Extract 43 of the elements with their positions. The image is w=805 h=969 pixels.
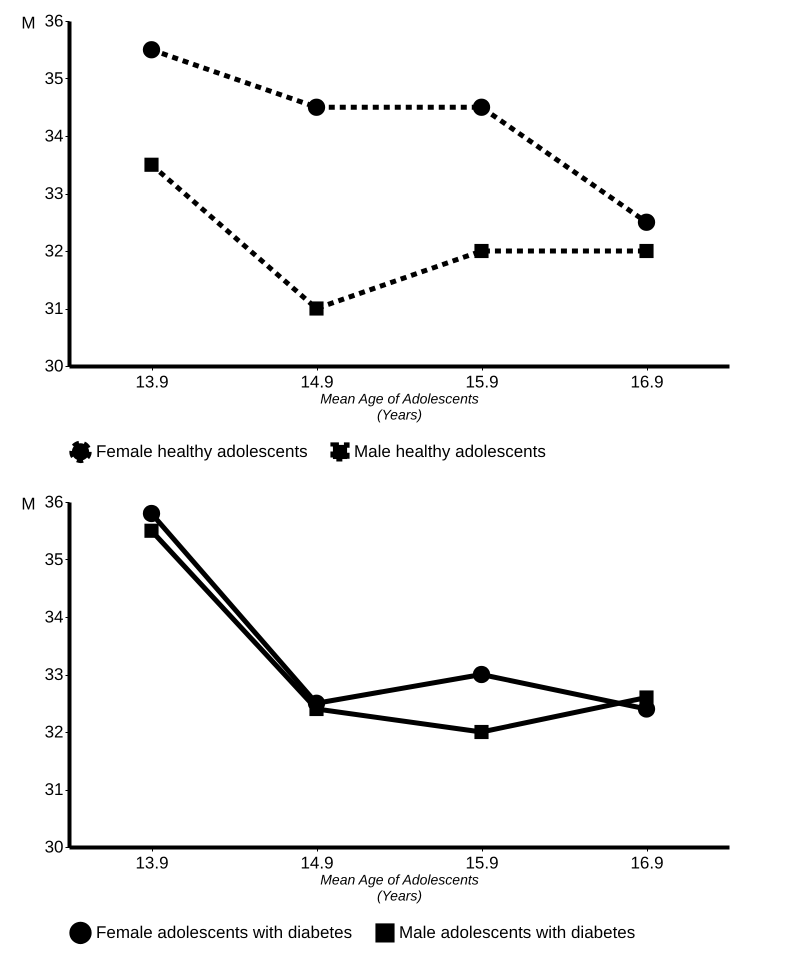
- x-tick-label: 14.9: [300, 372, 334, 392]
- x-tick-label: 16.9: [630, 372, 664, 392]
- legend-label: Male adolescents with diabetes: [399, 922, 636, 942]
- point: [472, 666, 490, 684]
- x-tick-label: 13.9: [135, 854, 169, 872]
- x-tick-label: 14.9: [300, 854, 334, 872]
- y-tick-label: 35: [44, 550, 64, 569]
- y-tick-label: 34: [44, 126, 64, 146]
- point: [474, 724, 489, 740]
- point: [639, 690, 654, 705]
- y-tick-label: 30: [44, 356, 64, 376]
- y-tick-label: 36: [44, 12, 64, 30]
- x-axis-title: Mean Age of Adolescents (Years): [320, 872, 479, 904]
- y-tick-label: 33: [44, 665, 64, 684]
- x-tick-label: 13.9: [135, 372, 169, 392]
- y-axis-title: M: [21, 14, 36, 32]
- y-tick-label: 33: [44, 184, 64, 203]
- point: [308, 98, 326, 116]
- y-tick-label: 30: [44, 838, 64, 856]
- x-tick-label: 15.9: [465, 372, 499, 392]
- legend-label: Female adolescents with diabetes: [96, 922, 352, 942]
- point: [309, 301, 324, 316]
- legend-label: Female healthy adolescents: [96, 442, 308, 461]
- x-tick-label: 16.9: [630, 854, 664, 872]
- point: [472, 98, 490, 116]
- y-tick-label: 31: [44, 780, 64, 799]
- point: [144, 158, 159, 172]
- x-axis-title: Mean Age of Adolescents (Years): [320, 390, 479, 422]
- point: [474, 244, 489, 258]
- point: [142, 504, 160, 522]
- point: [142, 41, 160, 58]
- point: [144, 524, 159, 538]
- y-tick-label: 35: [44, 69, 64, 88]
- y-tick-label: 36: [44, 492, 64, 512]
- point: [638, 214, 656, 231]
- y-tick-label: 31: [44, 299, 64, 318]
- point: [639, 244, 654, 258]
- y-axis-title: M: [21, 494, 36, 514]
- y-tick-label: 32: [44, 242, 64, 260]
- y-tick-label: 32: [44, 722, 64, 742]
- legend-label: Male healthy adolescents: [354, 442, 546, 461]
- x-tick-label: 15.9: [465, 854, 499, 872]
- y-tick-label: 34: [44, 608, 64, 626]
